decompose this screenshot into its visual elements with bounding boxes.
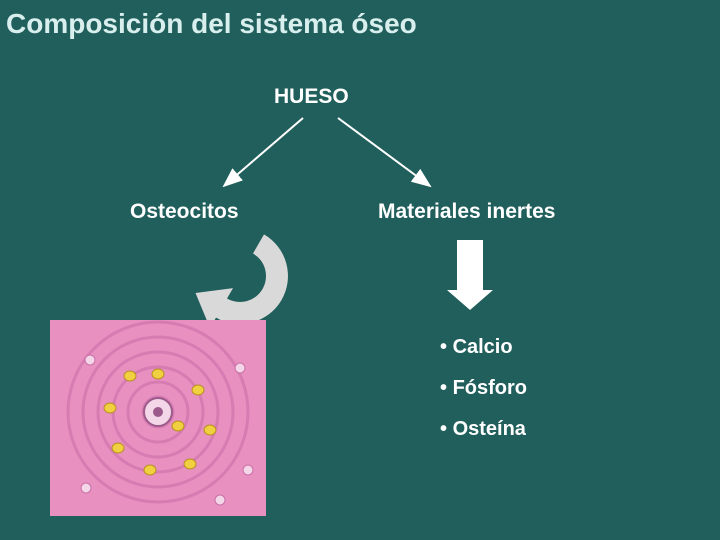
bullet-item: • Osteína [440, 418, 527, 441]
curved-arrow-icon [196, 234, 288, 328]
node-materiales: Materiales inertes [378, 200, 555, 224]
arrow-materiales-down [447, 240, 493, 310]
arrow-hueso-materiales [338, 118, 430, 186]
node-hueso: HUESO [274, 85, 349, 109]
bullet-item: • Fósforo [440, 377, 527, 400]
arrow-hueso-osteocitos [224, 118, 303, 186]
page-title: Composición del sistema óseo [6, 8, 417, 40]
bullet-item: • Calcio [440, 336, 527, 359]
bullet-list: • Calcio • Fósforo • Osteína [440, 336, 527, 459]
osteocyte-image [50, 320, 266, 516]
node-osteocitos: Osteocitos [130, 200, 239, 224]
